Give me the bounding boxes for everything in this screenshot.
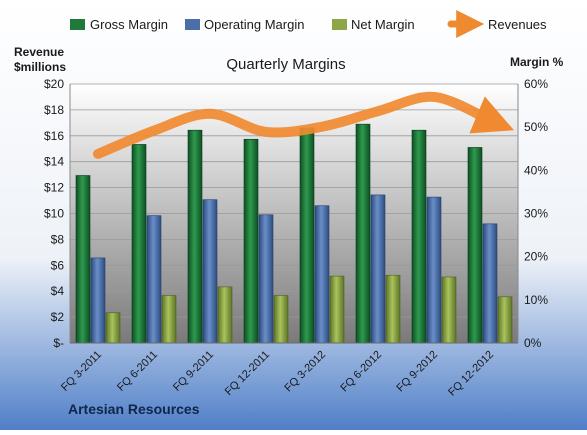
operating-margin-bar bbox=[482, 223, 498, 344]
net-margin-bar bbox=[329, 275, 345, 344]
net-margin-bar bbox=[273, 295, 289, 344]
left-tick-label: $4 bbox=[51, 284, 65, 298]
legend: Gross Margin Operating Margin Net Margin… bbox=[70, 10, 547, 38]
operating-margin-bar bbox=[90, 257, 106, 344]
net-margin-bar bbox=[161, 295, 177, 344]
left-tick-label: $16 bbox=[44, 129, 64, 143]
gross-margin-bar bbox=[355, 123, 371, 344]
left-tick-label: $10 bbox=[44, 207, 64, 221]
net-margin-bar bbox=[441, 276, 457, 344]
right-tick-label: 0% bbox=[524, 336, 542, 350]
right-tick-label: 20% bbox=[524, 250, 548, 264]
operating-margin-bar bbox=[202, 199, 218, 344]
gross-margin-bar bbox=[243, 138, 259, 344]
gross-margin-bar bbox=[411, 129, 427, 344]
operating-margin-bar bbox=[258, 214, 274, 344]
legend-swatch-gross-margin bbox=[70, 19, 85, 30]
left-axis-label-line1: Revenue bbox=[14, 45, 64, 59]
left-tick-label: $2 bbox=[51, 310, 65, 324]
operating-margin-bar bbox=[370, 194, 386, 344]
chart-title: Quarterly Margins bbox=[226, 56, 345, 73]
gross-margin-bar bbox=[187, 129, 203, 344]
left-tick-label: $6 bbox=[51, 258, 65, 272]
legend-label-net-margin: Net Margin bbox=[351, 17, 415, 32]
net-margin-bar bbox=[385, 274, 401, 344]
legend-label-operating-margin: Operating Margin bbox=[204, 17, 304, 32]
operating-margin-bar bbox=[426, 196, 442, 344]
right-tick-label: 30% bbox=[524, 207, 548, 221]
gross-margin-bar bbox=[299, 127, 315, 344]
gross-margin-bar bbox=[131, 144, 147, 344]
revenue-line-path bbox=[93, 91, 514, 159]
net-margin-bar bbox=[497, 296, 513, 344]
right-tick-label: 10% bbox=[524, 293, 548, 307]
operating-margin-bar bbox=[314, 205, 330, 344]
legend-label-gross-margin: Gross Margin bbox=[90, 17, 168, 32]
revenue-line bbox=[93, 91, 514, 159]
company-name: Artesian Resources bbox=[68, 401, 200, 417]
legend-swatch-operating-margin bbox=[185, 19, 200, 30]
gross-margin-bar bbox=[467, 147, 483, 344]
left-tick-label: $8 bbox=[51, 232, 65, 246]
right-tick-label: 60% bbox=[524, 77, 548, 91]
right-tick-label: 40% bbox=[524, 163, 548, 177]
legend-swatch-net-margin bbox=[332, 19, 347, 30]
left-tick-label: $12 bbox=[44, 181, 64, 195]
operating-margin-bar bbox=[146, 215, 162, 344]
right-tick-label: 50% bbox=[524, 120, 548, 134]
net-margin-bar bbox=[217, 286, 233, 344]
left-tick-label: $- bbox=[53, 336, 64, 350]
right-axis-label: Margin % bbox=[510, 55, 564, 69]
legend-label-revenues: Revenues bbox=[488, 17, 547, 32]
left-tick-label: $18 bbox=[44, 103, 64, 117]
net-margin-bar bbox=[105, 312, 121, 344]
gross-margin-bar bbox=[75, 175, 91, 344]
left-tick-label: $14 bbox=[44, 155, 64, 169]
left-tick-label: $20 bbox=[44, 77, 64, 91]
left-axis-label-line2: $millions bbox=[14, 60, 66, 74]
